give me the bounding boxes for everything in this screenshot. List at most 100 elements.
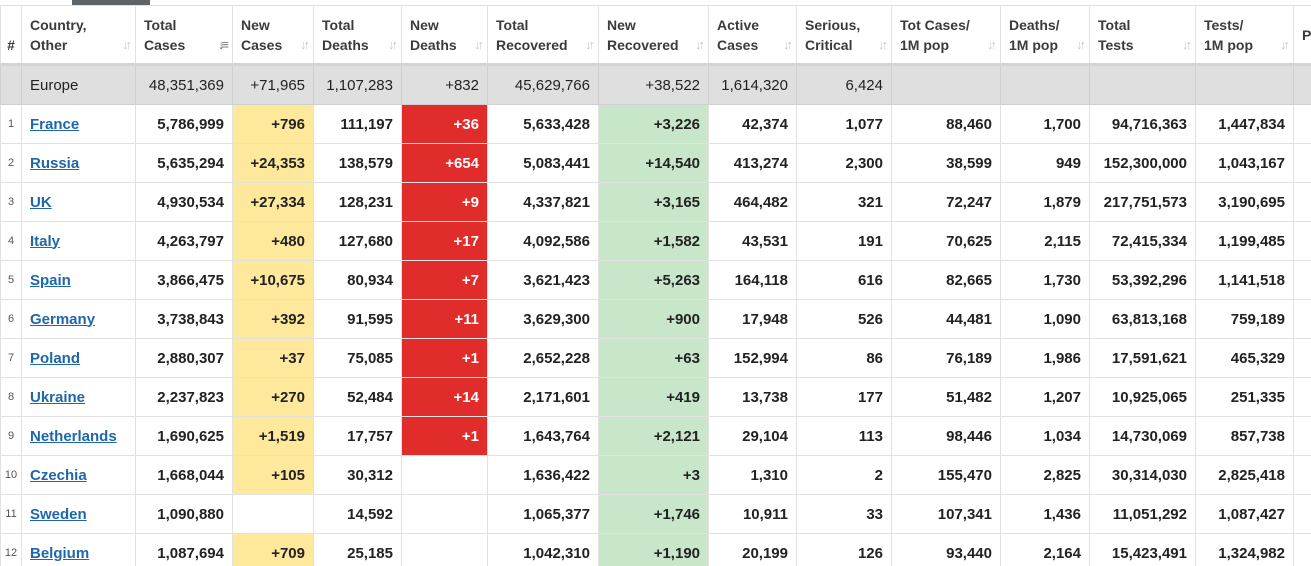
sort-arrows-icon[interactable]: ↓↑ — [1076, 37, 1086, 52]
country-link[interactable]: Poland — [30, 349, 81, 367]
sort-arrows-icon[interactable]: ↓↑ — [585, 37, 595, 52]
serious-critical-cell: 1,077 — [796, 104, 892, 144]
sort-arrows-icon[interactable]: ↓↑ — [1280, 37, 1290, 52]
column-header-cases-per-million[interactable]: Tot Cases/1M pop ↓↑ — [891, 5, 1001, 66]
new-deaths-cell: +11 — [401, 299, 488, 339]
column-header-tests-per-million[interactable]: Tests/1M pop ↓↑ — [1195, 5, 1294, 66]
population-cell — [1293, 455, 1311, 495]
country-link[interactable]: UK — [30, 193, 52, 211]
active-cases-cell: 164,118 — [708, 260, 797, 300]
serious-critical-cell: 191 — [796, 221, 892, 261]
column-header-label-line1: Tot Cases/ — [900, 16, 970, 33]
sort-arrows-icon[interactable]: ↓↑ — [783, 37, 793, 52]
column-header-country[interactable]: Country, Other ↓↑ — [21, 5, 136, 66]
tests-per-million-cell: 251,335 — [1195, 377, 1294, 417]
column-header-population: Po — [1293, 5, 1311, 66]
country-link[interactable]: Ukraine — [30, 388, 86, 406]
column-header-active-cases[interactable]: Active Cases ↓↑ — [708, 5, 797, 66]
total-recovered-cell: 3,629,300 — [487, 299, 599, 339]
region-new-cases: +71,965 — [232, 64, 314, 105]
column-header-label-line1: Tests/ — [1204, 16, 1244, 33]
row-index: 3 — [0, 182, 22, 222]
tests-per-million-cell: 1,199,485 — [1195, 221, 1294, 261]
column-header-total-deaths[interactable]: Total Deaths ↓↑ — [313, 5, 402, 66]
column-header-new-deaths[interactable]: New Deaths ↓↑ — [401, 5, 488, 66]
total-deaths-cell: 52,484 — [313, 377, 402, 417]
row-index: 6 — [0, 299, 22, 339]
tests-per-million-cell: 759,189 — [1195, 299, 1294, 339]
column-header-label-line1: Active — [717, 16, 760, 33]
column-header-new-recovered[interactable]: New Recovered ↓↑ — [598, 5, 709, 66]
population-cell — [1293, 260, 1311, 300]
region-row-europe: Europe 48,351,369 +71,965 1,107,283 +832… — [0, 64, 1311, 105]
new-recovered-cell: +900 — [598, 299, 709, 339]
sort-arrows-icon[interactable]: ↓↑ — [878, 37, 888, 52]
total-deaths-cell: 25,185 — [313, 533, 402, 566]
country-link[interactable]: Czechia — [30, 466, 87, 484]
sort-arrows-icon[interactable]: ↓↑ — [388, 37, 398, 52]
region-new-deaths: +832 — [401, 64, 488, 105]
column-header-label-line1: Country, — [30, 16, 87, 33]
new-deaths-cell: +36 — [401, 104, 488, 144]
sort-arrows-icon[interactable]: ↓↑ — [122, 37, 132, 52]
country-stats-table: # Country, Other ↓↑ Total Cases ↓≡ New Cases ↓↑ To… — [0, 5, 1311, 566]
deaths-per-million-cell: 1,090 — [1000, 299, 1090, 339]
column-header-new-cases[interactable]: New Cases ↓↑ — [232, 5, 314, 66]
top-tab-indicator[interactable] — [72, 0, 150, 5]
total-cases-cell: 2,880,307 — [135, 338, 233, 378]
total-recovered-cell: 5,083,441 — [487, 143, 599, 183]
sort-arrows-icon[interactable]: ↓↑ — [1182, 37, 1192, 52]
cases-per-million-cell: 93,440 — [891, 533, 1001, 566]
sort-arrows-icon[interactable]: ↓↑ — [695, 37, 705, 52]
sort-arrows-icon[interactable]: ↓↑ — [987, 37, 997, 52]
column-header-label-line2: Cases — [717, 36, 759, 53]
total-tests-cell: 17,591,621 — [1089, 338, 1196, 378]
country-cell: Ukraine — [21, 377, 136, 417]
sort-arrows-icon[interactable]: ↓↑ — [474, 37, 484, 52]
column-header-deaths-per-million[interactable]: Deaths/1M pop ↓↑ — [1000, 5, 1090, 66]
total-recovered-cell: 1,636,422 — [487, 455, 599, 495]
row-index: 11 — [0, 494, 22, 534]
country-link[interactable]: Sweden — [30, 505, 87, 523]
new-recovered-cell: +3 — [598, 455, 709, 495]
sort-arrows-icon[interactable]: ↓↑ — [300, 37, 310, 52]
total-recovered-cell: 1,065,377 — [487, 494, 599, 534]
country-link[interactable]: Spain — [30, 271, 71, 289]
region-name: Europe — [21, 64, 136, 105]
column-header-total-tests[interactable]: Total Tests ↓↑ — [1089, 5, 1196, 66]
cases-per-million-cell: 51,482 — [891, 377, 1001, 417]
column-header-label-line2: 1M pop — [1204, 36, 1253, 53]
column-header-label-line1: Total — [144, 16, 177, 33]
new-recovered-cell: +3,165 — [598, 182, 709, 222]
region-new-recovered: +38,522 — [598, 64, 709, 105]
tests-per-million-cell: 1,447,834 — [1195, 104, 1294, 144]
new-cases-cell: +392 — [232, 299, 314, 339]
column-header-label-line1: Total — [496, 16, 529, 33]
country-link[interactable]: Netherlands — [30, 427, 117, 445]
total-recovered-cell: 1,042,310 — [487, 533, 599, 566]
serious-critical-cell: 177 — [796, 377, 892, 417]
population-cell — [1293, 377, 1311, 417]
country-link[interactable]: Germany — [30, 310, 96, 328]
cases-per-million-cell: 155,470 — [891, 455, 1001, 495]
country-cell: Netherlands — [21, 416, 136, 456]
country-link[interactable]: Belgium — [30, 544, 90, 562]
cases-per-million-cell: 38,599 — [891, 143, 1001, 183]
column-header-total-recovered[interactable]: Total Recovered ↓↑ — [487, 5, 599, 66]
total-tests-cell: 53,392,296 — [1089, 260, 1196, 300]
region-deaths-per-m — [1000, 64, 1090, 105]
total-recovered-cell: 1,643,764 — [487, 416, 599, 456]
row-index: 1 — [0, 104, 22, 144]
column-header-serious-critical[interactable]: Serious, Critical ↓↑ — [796, 5, 892, 66]
country-link[interactable]: France — [30, 115, 80, 133]
country-link[interactable]: Italy — [30, 232, 61, 250]
region-active-cases: 1,614,320 — [708, 64, 797, 105]
new-cases-cell: +24,353 — [232, 143, 314, 183]
deaths-per-million-cell: 949 — [1000, 143, 1090, 183]
total-recovered-cell: 3,621,423 — [487, 260, 599, 300]
column-header-total-cases[interactable]: Total Cases ↓≡ — [135, 5, 233, 66]
country-link[interactable]: Russia — [30, 154, 80, 172]
column-header-label-line1: Deaths/ — [1009, 16, 1060, 33]
sort-descending-icon[interactable]: ↓≡ — [217, 37, 229, 52]
table-body: Europe 48,351,369 +71,965 1,107,283 +832… — [0, 64, 1311, 566]
